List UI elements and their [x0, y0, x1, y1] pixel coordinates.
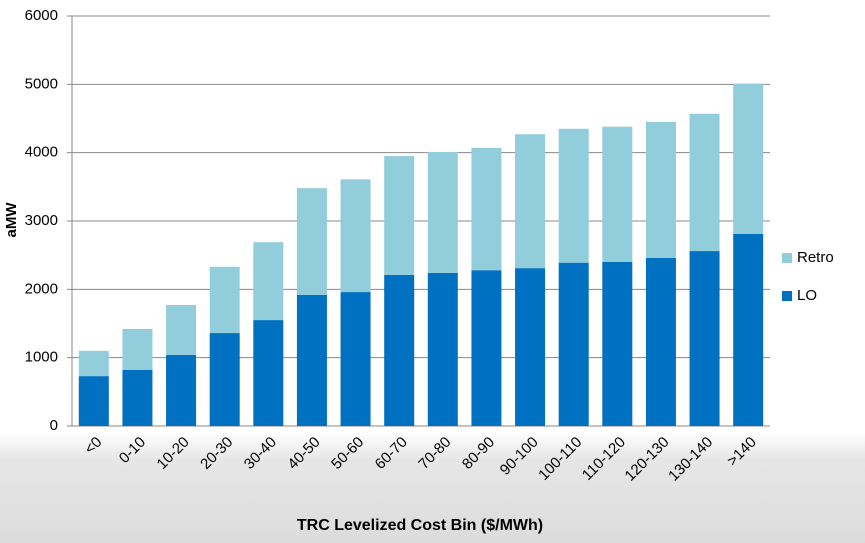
bar-segment	[384, 274, 415, 426]
bar-segment	[253, 320, 284, 426]
bar-segment	[733, 233, 764, 426]
bar-segment	[471, 147, 502, 271]
x-axis-title: TRC Levelized Cost Bin ($/MWh)	[297, 517, 543, 534]
y-tick-label: 6000	[25, 7, 58, 24]
bar-segment	[689, 251, 720, 426]
bar-segment	[602, 126, 633, 262]
y-tick-label: 1000	[25, 349, 58, 366]
bar-segment	[166, 354, 197, 426]
bar-segment	[296, 294, 327, 426]
bar-segment	[645, 257, 676, 426]
bar-segment	[602, 262, 633, 426]
y-axis-title: aMW	[3, 202, 20, 238]
bar-segment	[209, 266, 240, 334]
footer-band	[0, 432, 865, 543]
bar-segment	[645, 121, 676, 258]
bar-segment	[122, 369, 153, 426]
y-tick-label: 2000	[25, 280, 58, 297]
bar-segment	[209, 333, 240, 426]
bar-segment	[122, 328, 153, 370]
bar-segment	[689, 113, 720, 252]
y-tick-label: 5000	[25, 75, 58, 92]
bar-segment	[340, 179, 371, 293]
legend-label: Retro	[797, 249, 834, 266]
bar-segment	[733, 83, 764, 234]
bar-segment	[78, 350, 109, 377]
legend-swatch	[782, 291, 792, 301]
bar-segment	[558, 128, 589, 263]
bar-segment	[296, 188, 327, 295]
bar-segment	[427, 151, 458, 273]
legend-swatch	[782, 253, 792, 263]
bar-segment	[340, 292, 371, 426]
y-tick-label: 4000	[25, 144, 58, 161]
bar-segment	[253, 242, 284, 321]
legend-label: LO	[797, 287, 817, 304]
bar-segment	[558, 262, 589, 426]
bar-segment	[166, 305, 197, 355]
bar-segment	[515, 134, 546, 269]
bar-segment	[427, 272, 458, 426]
bar-segment	[384, 156, 415, 275]
bar-segment	[471, 270, 502, 426]
y-tick-label: 3000	[25, 212, 58, 229]
y-tick-label: 0	[50, 417, 58, 434]
bar-segment	[78, 376, 109, 426]
bar-segment	[515, 268, 546, 426]
